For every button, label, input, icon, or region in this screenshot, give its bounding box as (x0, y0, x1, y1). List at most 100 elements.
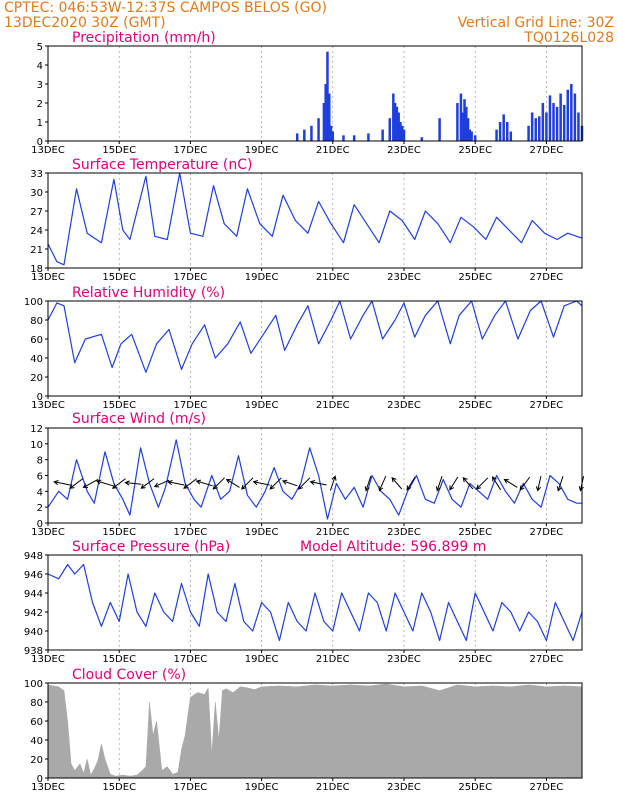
wind-arrow-0 (53, 480, 71, 486)
precip-bar-36 (505, 122, 509, 141)
precip-ytick-4: 4 (37, 61, 43, 72)
temp-ytick-5: 33 (30, 169, 43, 180)
precip-bar-47 (559, 93, 562, 141)
wind-arrow-13 (241, 477, 254, 490)
rh-ytick-2: 40 (30, 354, 43, 365)
precipitation-panel: Precipitation (mm/h) 0 1 2 3 4 5 13DEC 15DEC 17D… (31, 30, 584, 156)
precip-bar-10 (342, 135, 345, 141)
wind-xtick-5: 23DEC (387, 527, 421, 538)
cloud-cover-panel: Cloud Cover (%) 0 20 40 60 80 100 13DEC 15DEC 17… (24, 667, 583, 793)
precip-bar-45 (552, 103, 555, 141)
precip-xtick-4: 21DEC (316, 145, 350, 156)
precip-bar-29 (466, 118, 470, 141)
wind-xtick-7: 27DEC (530, 527, 564, 538)
precip-bar-39 (530, 112, 534, 141)
wind-arrow-25 (449, 476, 459, 491)
cloud-area (47, 683, 583, 779)
precip-bar-52 (577, 112, 580, 141)
wind-arrow-14 (252, 480, 270, 486)
pres-ytick-0: 938 (24, 646, 43, 657)
wind-ytick-1: 2 (37, 503, 43, 514)
humidity-panel: Relative Humidity (%) 0 20 40 60 80 100 13DEC 1… (24, 285, 583, 411)
precip-bar-7 (327, 93, 331, 141)
temp-ytick-4: 30 (30, 188, 43, 199)
wind-arrow-33 (578, 476, 585, 492)
wind-arrow-2 (82, 478, 99, 488)
wind-arrow-22 (391, 477, 403, 490)
wind-arrow-21 (378, 475, 387, 492)
cloud-xtick-5: 23DEC (387, 782, 421, 793)
precip-ytick-5: 5 (37, 42, 43, 53)
wind-arrow-10 (195, 479, 213, 487)
temp-line (47, 172, 582, 266)
precip-bar-5 (324, 84, 327, 141)
wind-panel: Surface Wind (m/s) 0 2 4 6 8 10 12 13DEC 15DEC 17… (30, 411, 585, 538)
temperature-panel: Surface Temperature (nC) 18 21 24 27 30 33 13D… (30, 157, 583, 283)
precip-xtick-7: 27DEC (530, 145, 564, 156)
precip-bar-27 (463, 99, 466, 141)
precip-bar-6 (326, 51, 329, 142)
precip-bar-46 (555, 106, 559, 141)
precip-bar-0 (295, 133, 299, 141)
precip-bar-40 (534, 118, 537, 141)
cloud-xtick-7: 27DEC (530, 782, 564, 793)
cloud-ytick-2: 40 (30, 736, 43, 747)
precip-bar-50 (570, 84, 573, 141)
precip-bar-18 (397, 112, 400, 141)
pres-line (47, 563, 583, 642)
cloud-frame (47, 682, 583, 779)
precip-bar-28 (465, 106, 468, 141)
rh-ytick-0: 0 (37, 392, 43, 403)
precip-ytick-2: 2 (37, 99, 43, 110)
wind-arrow-16 (281, 479, 298, 487)
wind-arrow-32 (556, 476, 564, 492)
precip-bar-48 (562, 104, 566, 141)
precip-bar-12 (367, 133, 370, 141)
wind-arrow-18 (309, 480, 327, 486)
pressure-panel: Surface Pressure (hPa) Model Altitude: 5… (24, 539, 583, 665)
precip-ytick-3: 3 (37, 80, 43, 91)
wind-arrow-15 (269, 477, 282, 490)
cloud-xtick-6: 25DEC (458, 782, 492, 793)
wind-arrow-29 (503, 478, 518, 488)
model-altitude-annotation: Model Altitude: 596.899 m (300, 539, 486, 555)
precip-bar-1 (303, 129, 306, 141)
precip-bar-25 (459, 93, 463, 141)
precip-bar-16 (393, 103, 397, 141)
temp-ytick-3: 27 (30, 207, 43, 218)
precip-bar-4 (322, 103, 326, 141)
cloud-ytick-1: 20 (30, 755, 43, 766)
precip-xtick-5: 23DEC (387, 145, 421, 156)
pres-xtick-7: 27DEC (530, 654, 564, 665)
temp-xtick-4: 21DEC (316, 272, 350, 283)
temp-xtick-3: 19DEC (245, 272, 279, 283)
pres-xtick-1: 15DEC (102, 654, 136, 665)
rh-ytick-1: 20 (30, 373, 43, 384)
pres-xtick-4: 21DEC (316, 654, 350, 665)
temp-ytick-2: 24 (30, 226, 43, 237)
wind-arrow-8 (167, 480, 185, 486)
wind-xtick-2: 17DEC (174, 527, 208, 538)
wind-ytick-4: 8 (37, 456, 43, 467)
precip-xtick-3: 19DEC (245, 145, 279, 156)
precip-bar-24 (456, 103, 459, 141)
wind-arrow-27 (475, 477, 489, 490)
precip-bar-13 (381, 129, 384, 141)
cloud-xtick-3: 19DEC (245, 782, 279, 793)
rh-ytick-3: 60 (30, 335, 43, 346)
rh-ytick-4: 80 (30, 316, 43, 327)
rh-xtick-3: 19DEC (245, 400, 279, 411)
pres-xtick-5: 23DEC (387, 654, 421, 665)
rh-xtick-7: 27DEC (530, 400, 564, 411)
pres-ytick-4: 946 (24, 570, 43, 581)
precip-bar-37 (509, 131, 513, 141)
humidity-title: Relative Humidity (%) (72, 285, 225, 301)
precip-bar-41 (538, 116, 541, 141)
wind-arrow-19 (329, 475, 337, 491)
wind-ytick-3: 6 (37, 472, 43, 483)
cloud-ytick-3: 60 (30, 717, 43, 728)
precip-bar-23 (438, 118, 441, 141)
pres-ytick-3: 944 (24, 589, 43, 600)
temp-ytick-0: 18 (30, 264, 43, 275)
precip-bar-43 (545, 112, 548, 141)
